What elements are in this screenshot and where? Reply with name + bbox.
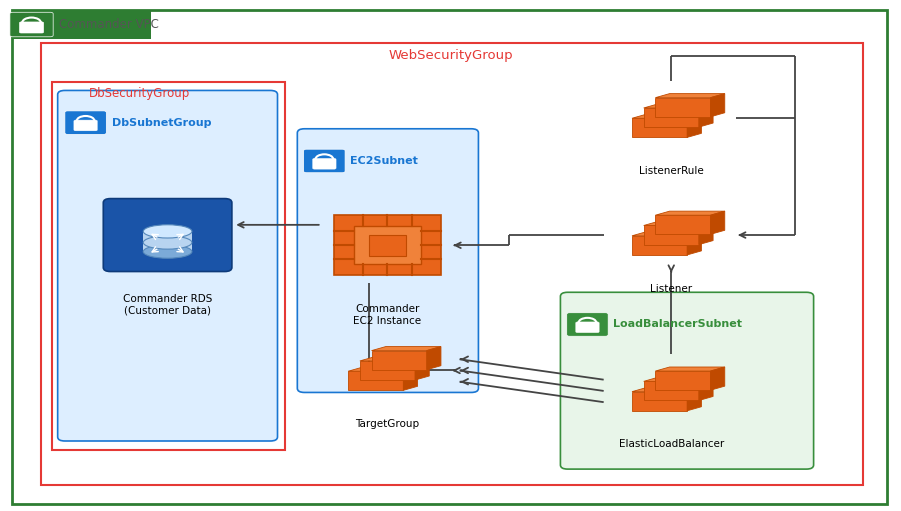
Polygon shape xyxy=(643,221,713,225)
Polygon shape xyxy=(643,104,713,108)
FancyBboxPatch shape xyxy=(297,129,478,392)
Ellipse shape xyxy=(143,225,192,238)
Text: Commander RDS
(Customer Data): Commander RDS (Customer Data) xyxy=(123,294,213,315)
Polygon shape xyxy=(348,367,417,371)
Polygon shape xyxy=(711,367,724,390)
Polygon shape xyxy=(699,221,713,245)
FancyBboxPatch shape xyxy=(19,22,44,33)
Polygon shape xyxy=(643,377,713,381)
Text: Listener: Listener xyxy=(651,284,692,294)
Text: TargetGroup: TargetGroup xyxy=(355,419,420,429)
Text: Commander VPC: Commander VPC xyxy=(59,18,159,31)
Polygon shape xyxy=(632,391,687,411)
FancyBboxPatch shape xyxy=(65,111,106,134)
FancyBboxPatch shape xyxy=(354,226,421,264)
Polygon shape xyxy=(687,114,701,137)
Text: EC2Subnet: EC2Subnet xyxy=(350,156,417,166)
Bar xyxy=(52,82,285,450)
FancyBboxPatch shape xyxy=(576,322,599,333)
Polygon shape xyxy=(632,236,687,255)
Polygon shape xyxy=(632,232,701,236)
Polygon shape xyxy=(711,94,724,117)
Polygon shape xyxy=(699,104,713,127)
Text: ListenerRule: ListenerRule xyxy=(639,166,704,176)
FancyBboxPatch shape xyxy=(10,12,53,37)
Bar xyxy=(143,231,192,251)
Polygon shape xyxy=(359,357,429,361)
Bar xyxy=(12,10,151,39)
Polygon shape xyxy=(643,381,699,401)
Text: Commander
EC2 Instance: Commander EC2 Instance xyxy=(353,304,422,326)
Text: ElasticLoadBalancer: ElasticLoadBalancer xyxy=(619,439,724,450)
Polygon shape xyxy=(655,371,711,390)
Text: LoadBalancerSubnet: LoadBalancerSubnet xyxy=(613,319,742,330)
Polygon shape xyxy=(371,351,427,370)
Polygon shape xyxy=(632,118,687,137)
FancyBboxPatch shape xyxy=(369,235,405,256)
Text: DbSecurityGroup: DbSecurityGroup xyxy=(89,87,190,100)
Polygon shape xyxy=(427,346,441,370)
Polygon shape xyxy=(359,361,415,380)
FancyBboxPatch shape xyxy=(334,215,441,275)
Polygon shape xyxy=(643,108,699,127)
Polygon shape xyxy=(687,232,701,255)
Polygon shape xyxy=(655,98,711,117)
Polygon shape xyxy=(415,357,429,380)
Text: WebSecurityGroup: WebSecurityGroup xyxy=(388,49,513,61)
Polygon shape xyxy=(655,367,724,371)
Ellipse shape xyxy=(143,236,192,249)
FancyBboxPatch shape xyxy=(567,313,608,336)
Polygon shape xyxy=(643,225,699,245)
Text: DbSubnetGroup: DbSubnetGroup xyxy=(112,118,211,128)
Polygon shape xyxy=(632,388,701,391)
Polygon shape xyxy=(687,388,701,411)
Polygon shape xyxy=(632,114,701,118)
Polygon shape xyxy=(404,367,417,390)
FancyBboxPatch shape xyxy=(313,158,336,169)
FancyBboxPatch shape xyxy=(104,199,232,271)
Polygon shape xyxy=(655,94,724,98)
FancyBboxPatch shape xyxy=(58,90,278,441)
Polygon shape xyxy=(699,377,713,401)
Polygon shape xyxy=(348,371,404,390)
Polygon shape xyxy=(371,346,441,351)
FancyBboxPatch shape xyxy=(304,149,345,173)
Ellipse shape xyxy=(143,245,192,258)
Polygon shape xyxy=(655,215,711,235)
Bar xyxy=(41,43,863,485)
Polygon shape xyxy=(711,211,724,235)
FancyBboxPatch shape xyxy=(560,292,814,469)
Polygon shape xyxy=(655,211,724,215)
FancyBboxPatch shape xyxy=(74,120,97,131)
